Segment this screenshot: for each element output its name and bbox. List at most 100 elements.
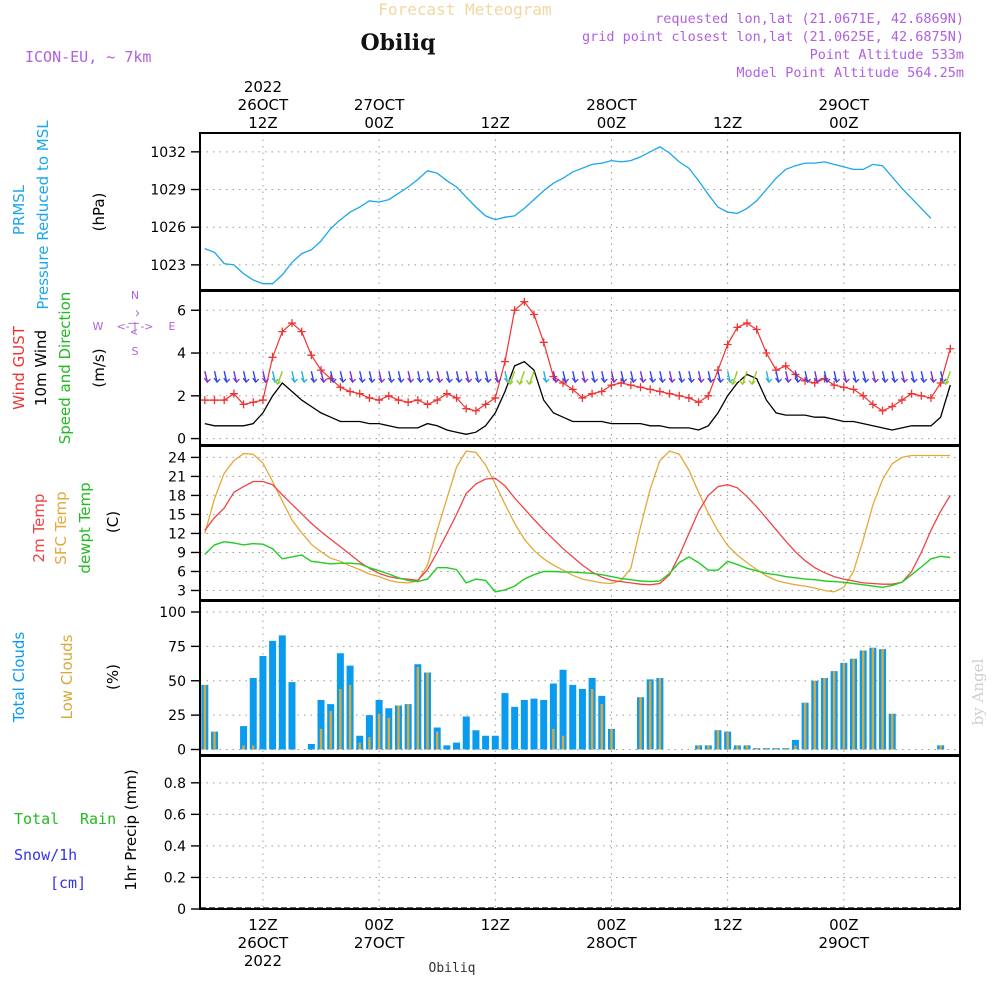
temp-ytick-label: 12: [168, 526, 186, 542]
wind-arrow: [945, 370, 951, 385]
wind-arrow: [649, 371, 654, 383]
wind-arrow-head: [639, 377, 647, 384]
wind-arrow: [494, 371, 499, 383]
wind-arrow-head: [310, 377, 318, 384]
wind-arrow: [881, 371, 886, 383]
gust-marker: [258, 396, 267, 405]
wind-arrow-head: [900, 377, 908, 384]
wind-arrow-head: [784, 377, 792, 384]
wind-arrow: [741, 370, 748, 385]
top-hour-label: 12Z: [248, 114, 277, 132]
gust-marker: [917, 391, 926, 400]
wind-arrow-head: [455, 377, 463, 384]
low-cloud-bar: [406, 704, 410, 750]
total-rain-label: Total: [14, 810, 59, 828]
pressure-frame: [199, 132, 961, 291]
wind-arrow: [843, 371, 848, 383]
wind-arrow-head: [658, 377, 666, 384]
wind-arrow-head: [804, 377, 812, 384]
forecast-meteogram-title: Forecast Meteogram: [378, 0, 551, 19]
wind-arrow: [794, 371, 799, 383]
low-cloud-bar: [242, 745, 245, 750]
temp-sfc-label: SFC Temp: [52, 491, 70, 564]
precip-frame: [199, 755, 961, 910]
gust-marker: [239, 400, 248, 409]
wind-arrow: [528, 370, 535, 385]
wind-arrow: [920, 371, 925, 383]
wind-arrow: [726, 371, 731, 383]
wind-arrow: [509, 370, 516, 385]
gust-marker: [888, 402, 897, 411]
gust-marker: [539, 338, 548, 347]
total-cloud-bar: [317, 700, 325, 750]
low-cloud-bar: [871, 647, 875, 750]
wind-arrow-head: [426, 377, 434, 384]
bottom-station-label: Obiliq: [429, 961, 476, 976]
wind-arrow-head: [252, 377, 260, 384]
wind-arrow-head: [290, 377, 298, 384]
low-cloud-bar: [252, 745, 255, 750]
wind-arrow-head: [649, 377, 657, 384]
bottom-date-label: 27OCT: [354, 934, 405, 952]
wind-arrow: [417, 371, 422, 383]
top-hour-label: 00Z: [364, 114, 393, 132]
wind-arrow-head: [668, 377, 676, 384]
wind-arrow-head: [881, 377, 889, 384]
gust-marker: [597, 387, 606, 396]
wind-arrow-head: [571, 377, 579, 384]
temp-unit: (C): [104, 511, 122, 533]
wind10-line: [204, 360, 951, 435]
pressure-ytick-label: 1029: [150, 183, 186, 199]
low-cloud-bar: [794, 745, 797, 750]
gust-marker: [636, 383, 645, 392]
temp-dewpt-label: dewpt Temp: [76, 482, 94, 573]
total-cloud-bar: [511, 706, 519, 750]
wind-arrow: [668, 371, 673, 383]
low-cloud-bar: [348, 684, 352, 750]
top-date-label: 26OCT: [238, 96, 289, 114]
low-cloud-bar: [765, 748, 768, 750]
low-cloud-bar: [832, 671, 836, 750]
gust-marker: [220, 396, 229, 405]
total-cloud-bar: [443, 745, 451, 750]
gust-marker: [559, 378, 568, 387]
wind-arrow-head: [942, 379, 950, 386]
low-cloud-bar: [823, 678, 826, 750]
station-title: Obiliq: [360, 30, 435, 56]
wind-arrow-head: [213, 377, 221, 384]
gust-marker: [810, 378, 819, 387]
total-cloud-bar: [249, 678, 257, 750]
gust-marker: [404, 398, 413, 407]
wind-arrow: [349, 371, 354, 383]
gust-marker: [336, 383, 345, 392]
wind-arrow: [543, 371, 547, 383]
wind-speed-direction-label: Speed and Direction: [56, 292, 74, 445]
gust-marker: [694, 398, 703, 407]
wind-arrow-head: [203, 377, 211, 384]
pressure-label-prmsl: PRMSL: [10, 184, 28, 235]
wind-arrow-head: [862, 377, 870, 384]
gust-marker: [868, 400, 877, 409]
gust-marker: [743, 319, 752, 328]
model-point-altitude: Model Point Altitude 564.25m: [736, 65, 964, 81]
wind-arrow: [581, 371, 586, 383]
temp-frame: [199, 445, 961, 601]
gust-marker: [268, 353, 277, 362]
model-label: ICON-EU, ~ 7km: [25, 48, 151, 66]
total-cloud-bar: [578, 689, 586, 750]
wind-arrow: [233, 371, 238, 383]
compass-s: S: [132, 345, 139, 358]
gust-marker: [394, 396, 403, 405]
gust-marker: [210, 396, 219, 405]
low-cloud-bar: [852, 658, 855, 750]
gust-marker: [646, 385, 655, 394]
wind-arrow: [271, 371, 276, 383]
snow-unit-label: [cm]: [50, 874, 86, 892]
precip-ytick-label: 0: [177, 902, 186, 918]
gust-marker: [926, 393, 935, 402]
wind-arrow: [475, 371, 480, 383]
wind-arrow: [852, 371, 857, 383]
low-cloud-bar: [639, 697, 642, 750]
